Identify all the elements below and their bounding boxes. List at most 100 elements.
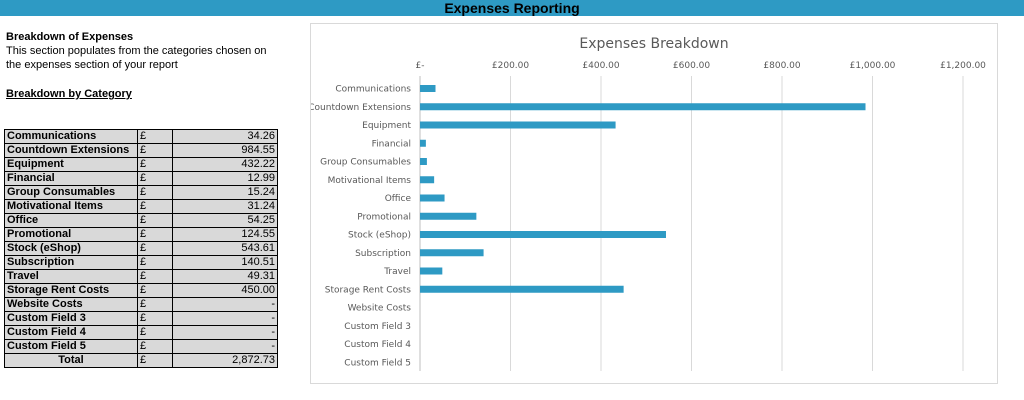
category-cell[interactable]: Equipment [4,157,138,172]
amount-cell[interactable]: 984.55 [172,143,278,158]
category-cell[interactable]: Website Costs [4,297,138,312]
chart-svg: Expenses Breakdown £- £200.00 £400.00 £600.0… [311,36,986,371]
table-row: Equipment £432.22 [4,157,278,172]
currency-cell[interactable]: £ [137,297,173,312]
currency-cell[interactable]: £ [137,255,173,270]
category-cell[interactable]: Group Consumables [4,185,138,200]
currency-cell[interactable]: £ [137,283,173,298]
table-row: Financial £12.99 [4,171,278,186]
page-title: Expenses Reporting [444,0,580,16]
bar [420,249,484,257]
table-row: Storage Rent Costs £450.00 [4,283,278,298]
category-cell[interactable]: Custom Field 4 [4,325,138,340]
currency-cell[interactable]: £ [137,171,173,186]
category-cell[interactable]: Subscription [4,255,138,270]
header-banner: Expenses Reporting [0,0,1024,16]
table-row: Office £54.25 [4,213,278,228]
table-row: Travel £49.31 [4,269,278,284]
category-cell[interactable]: Promotional [4,227,138,242]
category-label: Storage Rent Costs [325,285,412,295]
amount-cell[interactable]: 12.99 [172,171,278,186]
currency-cell[interactable]: £ [137,241,173,256]
expenses-table: Communications £34.26 Countdown Extensions… [4,129,278,368]
bar [420,176,435,184]
table-row: Subscription £140.51 [4,255,278,270]
category-label: Countdown Extensions [311,103,411,113]
category-label: Financial [372,139,411,149]
section-description: This section populates from the categori… [6,45,267,71]
category-cell[interactable]: Communications [4,129,138,144]
category-label: Subscription [355,249,411,259]
x-tick-label: £- [416,61,425,71]
currency-cell[interactable]: £ [137,143,173,158]
currency-cell[interactable]: £ [137,269,173,284]
total-currency-cell[interactable]: £ [137,353,173,368]
category-label: Custom Field 4 [344,340,411,350]
currency-cell[interactable]: £ [137,311,173,326]
category-cell[interactable]: Custom Field 3 [4,311,138,326]
category-cell[interactable]: Stock (eShop) [4,241,138,256]
amount-cell[interactable]: - [172,339,278,354]
section-title: Breakdown of Expenses [6,31,134,43]
category-label: Travel [383,267,411,277]
table-row: Communications £34.26 [4,129,278,144]
bar [420,139,426,147]
expenses-chart: Expenses Breakdown £- £200.00 £400.00 £600.0… [310,23,998,384]
category-cell[interactable]: Motivational Items [4,199,138,214]
total-row: Total £2,872.73 [4,353,278,368]
table-row: Group Consumables £15.24 [4,185,278,200]
amount-cell[interactable]: - [172,325,278,340]
currency-cell[interactable]: £ [137,199,173,214]
bar [420,231,666,238]
table-row: Motivational Items £31.24 [4,199,278,214]
bar [420,212,477,220]
x-tick-label: £200.00 [492,61,529,71]
category-cell[interactable]: Financial [4,171,138,186]
total-amount-cell[interactable]: 2,872.73 [172,353,278,368]
amount-cell[interactable]: 54.25 [172,213,278,228]
category-label: Custom Field 5 [344,358,411,368]
category-cell[interactable]: Office [4,213,138,228]
amount-cell[interactable]: 31.24 [172,199,278,214]
category-label: Motivational Items [328,176,412,186]
amount-cell[interactable]: - [172,311,278,326]
category-label: Stock (eShop) [348,231,411,241]
amount-cell[interactable]: 49.31 [172,269,278,284]
currency-cell[interactable]: £ [137,213,173,228]
amount-cell[interactable]: 543.61 [172,241,278,256]
bar [420,285,624,293]
total-label-cell[interactable]: Total [4,353,138,368]
bar [420,194,445,202]
bar [420,158,427,165]
chart-title: Expenses Breakdown [579,36,728,52]
category-label: Equipment [362,121,411,131]
amount-cell[interactable]: 140.51 [172,255,278,270]
currency-cell[interactable]: £ [137,227,173,242]
breakdown-subtitle: Breakdown by Category [6,88,132,100]
table-row: Stock (eShop) £543.61 [4,241,278,256]
amount-cell[interactable]: 34.26 [172,129,278,144]
currency-cell[interactable]: £ [137,339,173,354]
table-row: Website Costs £ - [4,297,278,312]
category-label: Custom Field 3 [344,322,411,332]
category-label: Communications [335,85,411,95]
category-cell[interactable]: Travel [4,269,138,284]
amount-cell[interactable]: 124.55 [172,227,278,242]
x-tick-label: £400.00 [582,61,619,71]
currency-cell[interactable]: £ [137,129,173,144]
currency-cell[interactable]: £ [137,185,173,200]
amount-cell[interactable]: 15.24 [172,185,278,200]
table-row: Countdown Extensions £984.55 [4,143,278,158]
currency-cell[interactable]: £ [137,157,173,172]
table-row: Custom Field 5 £ - [4,339,278,354]
x-tick-label: £800.00 [763,61,800,71]
bar [420,85,436,92]
category-cell[interactable]: Storage Rent Costs [4,283,138,298]
table-row: Custom Field 3 £ - [4,311,278,326]
amount-cell[interactable]: 450.00 [172,283,278,298]
category-cell[interactable]: Countdown Extensions [4,143,138,158]
currency-cell[interactable]: £ [137,325,173,340]
amount-cell[interactable]: - [172,297,278,312]
category-cell[interactable]: Custom Field 5 [4,339,138,354]
amount-cell[interactable]: 432.22 [172,157,278,172]
